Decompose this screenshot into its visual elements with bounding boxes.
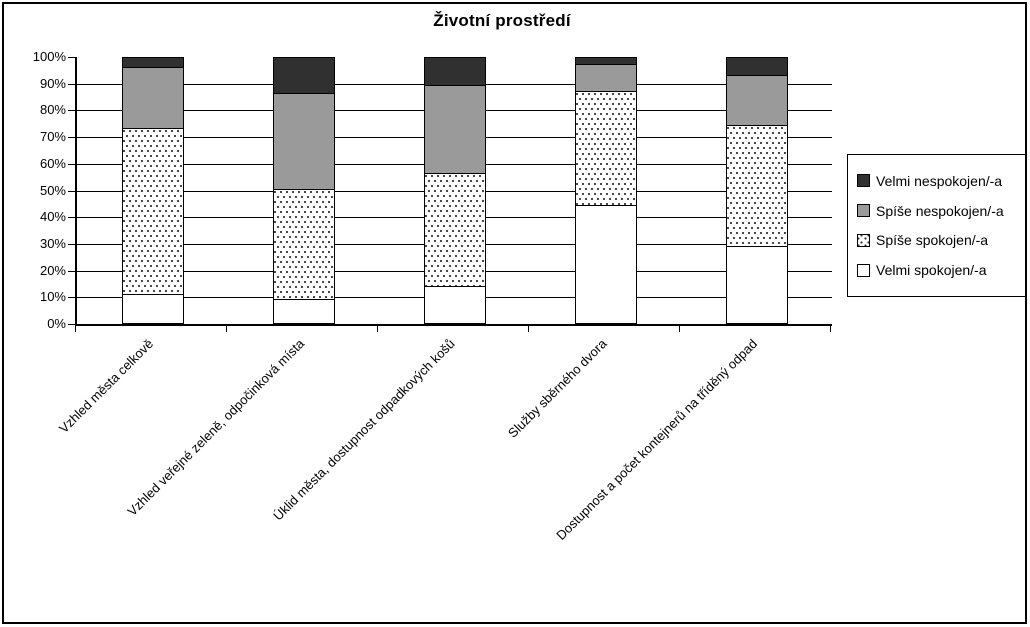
x-axis-tick	[830, 326, 831, 332]
y-axis-label: 60%	[39, 155, 66, 171]
y-axis-label: 30%	[39, 235, 66, 251]
legend-item: Spíše nespokojen/-a	[857, 203, 1025, 219]
y-axis-label: 40%	[39, 209, 66, 225]
bar	[121, 57, 184, 324]
y-axis-tick	[68, 57, 75, 58]
y-axis-label: 0%	[47, 316, 66, 331]
bar-segment	[272, 57, 335, 95]
bar-segment	[574, 65, 637, 92]
y-axis-tick	[68, 217, 75, 219]
bar-segment	[272, 299, 335, 324]
y-axis-label: 100%	[32, 49, 66, 64]
y-axis-tick	[68, 190, 75, 192]
bar-segment	[725, 75, 788, 127]
bar-segment	[423, 174, 486, 287]
bar-segment	[574, 57, 637, 65]
category-label: Úklid města, dostupnost odpadkových košů	[270, 336, 459, 524]
category-label: Vzhled veřejné zeleně, odpočinková místa	[124, 336, 308, 519]
category-label: Služby sběrného dvora	[504, 336, 610, 441]
bar-segment	[423, 286, 486, 324]
y-axis-tick	[68, 137, 75, 139]
legend-swatch	[857, 174, 870, 188]
bar-segment	[121, 294, 184, 324]
bar-segment	[121, 57, 184, 68]
y-axis-tick	[68, 163, 75, 165]
legend-label: Spíše spokojen/-a	[876, 232, 989, 249]
bar-segment	[574, 206, 637, 324]
bar	[423, 57, 486, 324]
category-label: Vzhled města celkově	[56, 336, 157, 437]
y-axis-label: 80%	[39, 102, 66, 118]
y-axis-tick	[68, 324, 75, 325]
legend-label: Velmi spokojen/-a	[876, 262, 987, 279]
y-axis-tick	[68, 297, 75, 299]
x-axis-tick	[226, 326, 227, 332]
bar-segment	[725, 246, 788, 324]
bar-segment	[121, 129, 184, 295]
legend-label: Velmi nespokojen/-a	[876, 172, 1003, 189]
x-axis-tick	[377, 326, 378, 332]
y-axis-label: 90%	[39, 75, 66, 91]
legend-item: Velmi spokojen/-a	[857, 262, 1025, 278]
bar-segment	[423, 57, 486, 87]
bar	[725, 57, 788, 324]
y-axis-tick	[68, 110, 75, 112]
legend-swatch	[857, 204, 870, 218]
legend-swatch	[857, 263, 870, 277]
bar-segment	[272, 94, 335, 191]
y-axis-label: 70%	[39, 129, 66, 145]
legend-label: Spíše nespokojen/-a	[876, 202, 1004, 219]
plot-area	[75, 57, 832, 326]
legend: Velmi nespokojen/-a Spíše nespokojen/-a Sp…	[847, 154, 1026, 297]
bar-segment	[725, 57, 788, 76]
chart-title: Životní prostředí	[433, 11, 571, 30]
bar-segment	[725, 126, 788, 247]
legend-item: Spíše spokojen/-a	[857, 232, 1025, 248]
bar	[272, 57, 335, 324]
y-axis-tick	[68, 83, 75, 85]
y-axis-label: 20%	[39, 262, 66, 278]
x-axis-tick	[75, 326, 76, 332]
bar-segment	[423, 86, 486, 175]
y-axis-label: 50%	[39, 182, 66, 198]
bar-segment	[272, 190, 335, 300]
y-axis-tick	[68, 243, 75, 245]
bar-segment	[121, 67, 184, 130]
bar-segment	[574, 91, 637, 207]
legend-swatch	[857, 233, 870, 247]
y-axis-tick	[68, 270, 75, 272]
bar	[574, 57, 637, 324]
x-axis-tick	[679, 326, 680, 332]
x-axis-tick	[528, 326, 529, 332]
legend-item: Velmi nespokojen/-a	[857, 173, 1025, 189]
y-axis-label: 10%	[39, 289, 66, 305]
